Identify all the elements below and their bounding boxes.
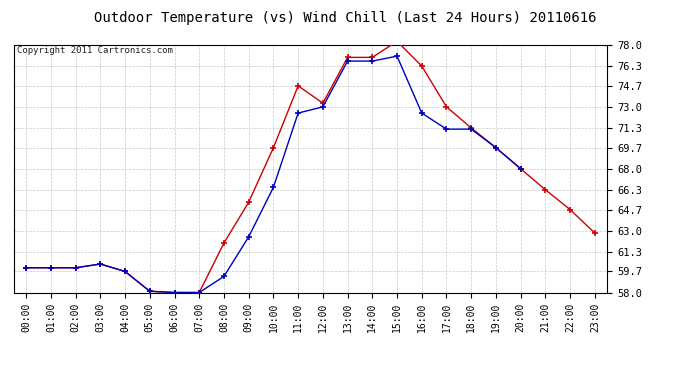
Text: Outdoor Temperature (vs) Wind Chill (Last 24 Hours) 20110616: Outdoor Temperature (vs) Wind Chill (Las… — [94, 11, 596, 25]
Text: Copyright 2011 Cartronics.com: Copyright 2011 Cartronics.com — [17, 46, 172, 55]
